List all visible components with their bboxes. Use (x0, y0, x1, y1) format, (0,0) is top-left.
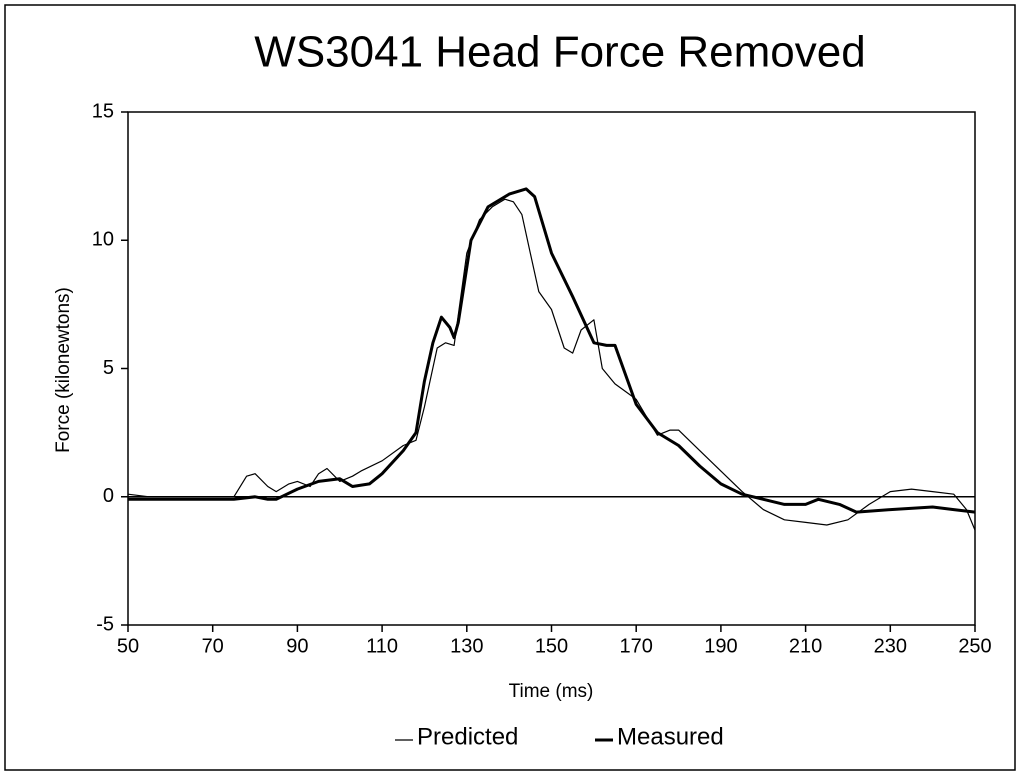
y-tick-label: -5 (96, 613, 114, 635)
x-tick-label: 110 (366, 635, 398, 657)
plot-area (127, 111, 976, 626)
x-tick-label: 130 (450, 635, 483, 657)
x-axis-label: Time (ms) (509, 681, 594, 702)
x-tick-label: 150 (535, 635, 568, 657)
series-line (127, 198, 976, 531)
y-tick-label: 15 (92, 100, 114, 122)
x-tick-label: 170 (620, 635, 653, 657)
y-axis-label: Force (kilonewtons) (53, 287, 74, 453)
y-tick-label: 0 (103, 485, 114, 507)
x-tick-label: 70 (202, 635, 224, 657)
x-tick-label: 250 (958, 635, 991, 657)
y-tick-label: 5 (103, 357, 114, 379)
chart-title: WS3041 Head Force Removed (254, 28, 865, 77)
legend-label: Measured (617, 723, 724, 750)
legend-label: Predicted (417, 723, 518, 750)
x-tick-label: 230 (874, 635, 907, 657)
y-tick-label: 10 (92, 229, 114, 251)
x-tick-label: 90 (286, 635, 308, 657)
series-line (128, 187, 976, 514)
x-tick-label: 50 (117, 635, 139, 657)
x-tick-label: 210 (789, 635, 822, 657)
x-tick-label: 190 (704, 635, 737, 657)
frame (4, 4, 1016, 771)
